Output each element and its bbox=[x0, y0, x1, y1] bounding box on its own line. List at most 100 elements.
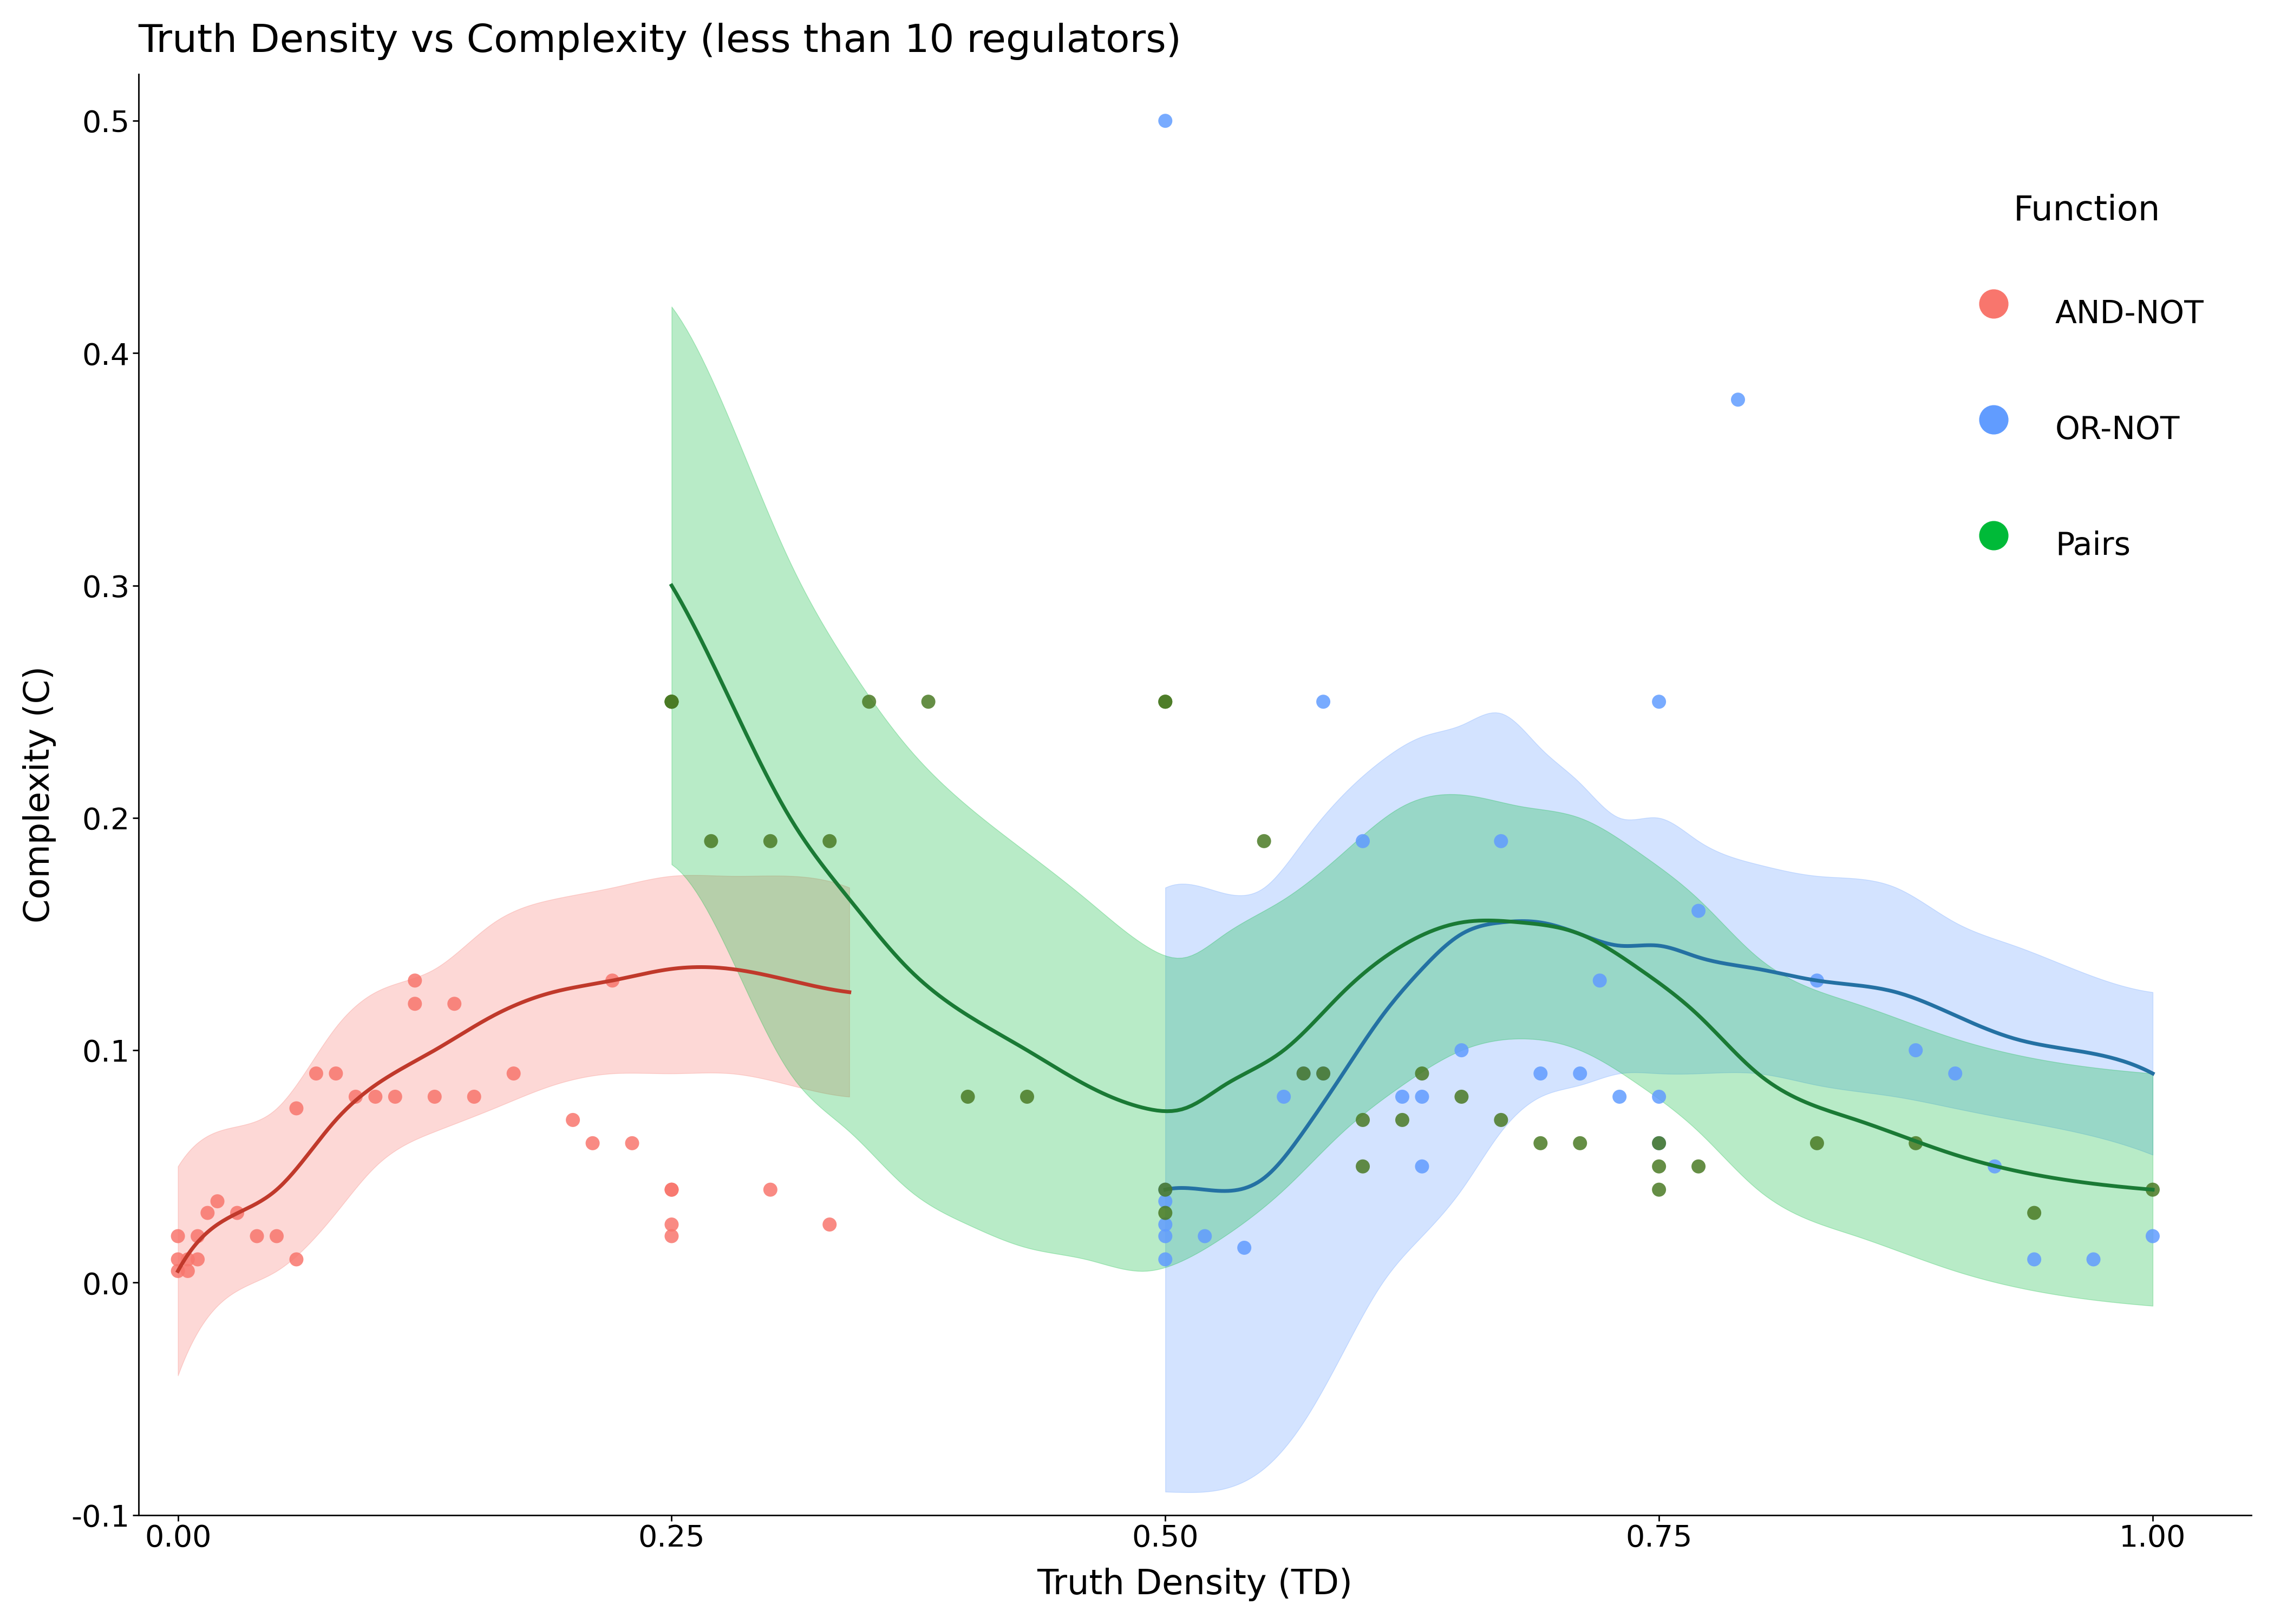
Point bbox=[1521, 1130, 1558, 1156]
Point bbox=[1146, 1246, 1182, 1272]
Point bbox=[1146, 1200, 1182, 1226]
Point bbox=[594, 968, 630, 994]
Point bbox=[910, 689, 946, 715]
Point bbox=[2135, 1223, 2172, 1249]
Point bbox=[1285, 1060, 1321, 1086]
Point bbox=[416, 1083, 453, 1109]
Point bbox=[318, 1060, 355, 1086]
Point bbox=[396, 991, 432, 1017]
Point bbox=[1385, 1108, 1421, 1134]
Y-axis label: Complexity (C): Complexity (C) bbox=[23, 666, 57, 922]
Point bbox=[1521, 1060, 1558, 1086]
Point bbox=[1642, 1153, 1678, 1179]
Point bbox=[1010, 1083, 1046, 1109]
Point bbox=[1403, 1083, 1439, 1109]
Point bbox=[653, 689, 689, 715]
Point bbox=[218, 1200, 255, 1226]
Point bbox=[1344, 828, 1380, 854]
Point bbox=[1305, 689, 1342, 715]
Point bbox=[1146, 1212, 1182, 1237]
Point bbox=[277, 1095, 314, 1121]
Point bbox=[171, 1259, 207, 1285]
Point bbox=[239, 1223, 275, 1249]
Point bbox=[1146, 1223, 1182, 1249]
Text: Truth Density vs Complexity (less than 10 regulators): Truth Density vs Complexity (less than 1… bbox=[139, 23, 1182, 60]
Point bbox=[1146, 107, 1182, 133]
Point bbox=[1642, 1083, 1678, 1109]
Point bbox=[1385, 1083, 1421, 1109]
Point bbox=[1267, 1083, 1303, 1109]
Point bbox=[1680, 898, 1717, 924]
Point bbox=[1187, 1223, 1223, 1249]
Point bbox=[171, 1246, 207, 1272]
Point bbox=[1483, 828, 1519, 854]
Point bbox=[1976, 1153, 2012, 1179]
Point bbox=[437, 991, 473, 1017]
Point bbox=[1344, 1108, 1380, 1134]
Point bbox=[694, 828, 730, 854]
Point bbox=[653, 1177, 689, 1203]
Point bbox=[1897, 1130, 1933, 1156]
Point bbox=[457, 1083, 493, 1109]
Point bbox=[337, 1083, 373, 1109]
Point bbox=[1719, 387, 1756, 412]
Point bbox=[1642, 1177, 1678, 1203]
Point bbox=[1601, 1083, 1637, 1109]
Point bbox=[159, 1259, 196, 1285]
Point bbox=[2076, 1246, 2113, 1272]
Point bbox=[2135, 1177, 2172, 1203]
Point bbox=[1680, 1153, 1717, 1179]
Point bbox=[1642, 1130, 1678, 1156]
Point bbox=[377, 1083, 414, 1109]
Point bbox=[1562, 1060, 1599, 1086]
Point bbox=[1642, 689, 1678, 715]
Point bbox=[1305, 1060, 1342, 1086]
Point bbox=[951, 1083, 987, 1109]
Point bbox=[357, 1083, 393, 1109]
Point bbox=[850, 689, 887, 715]
Point bbox=[1146, 1177, 1182, 1203]
Point bbox=[496, 1060, 532, 1086]
Point bbox=[1226, 1234, 1262, 1260]
Point bbox=[753, 828, 789, 854]
Point bbox=[1483, 1108, 1519, 1134]
Point bbox=[653, 1177, 689, 1203]
Point bbox=[1146, 1177, 1182, 1203]
Point bbox=[396, 968, 432, 994]
Point bbox=[2017, 1200, 2053, 1226]
Point bbox=[1799, 1130, 1835, 1156]
Point bbox=[1146, 1189, 1182, 1215]
Point bbox=[1305, 1060, 1342, 1086]
X-axis label: Truth Density (TD): Truth Density (TD) bbox=[1037, 1567, 1353, 1601]
Point bbox=[2017, 1246, 2053, 1272]
Point bbox=[1583, 968, 1619, 994]
Point bbox=[812, 1212, 848, 1237]
Point bbox=[180, 1246, 216, 1272]
Point bbox=[159, 1246, 196, 1272]
Point bbox=[812, 828, 848, 854]
Point bbox=[1285, 1060, 1321, 1086]
Point bbox=[555, 1108, 591, 1134]
Point bbox=[159, 1223, 196, 1249]
Point bbox=[259, 1223, 296, 1249]
Point bbox=[1344, 1153, 1380, 1179]
Point bbox=[1146, 689, 1182, 715]
Point bbox=[653, 689, 689, 715]
Point bbox=[200, 1189, 236, 1215]
Point bbox=[1937, 1060, 1974, 1086]
Point bbox=[653, 1212, 689, 1237]
Point bbox=[1897, 1038, 1933, 1064]
Point bbox=[180, 1223, 216, 1249]
Point bbox=[653, 689, 689, 715]
Point bbox=[1146, 689, 1182, 715]
Point bbox=[653, 1223, 689, 1249]
Point bbox=[298, 1060, 334, 1086]
Point bbox=[753, 1177, 789, 1203]
Point bbox=[1403, 1060, 1439, 1086]
Point bbox=[1444, 1083, 1480, 1109]
Point bbox=[575, 1130, 612, 1156]
Point bbox=[1403, 1153, 1439, 1179]
Point bbox=[1562, 1130, 1599, 1156]
Point bbox=[614, 1130, 650, 1156]
Point bbox=[1246, 828, 1283, 854]
